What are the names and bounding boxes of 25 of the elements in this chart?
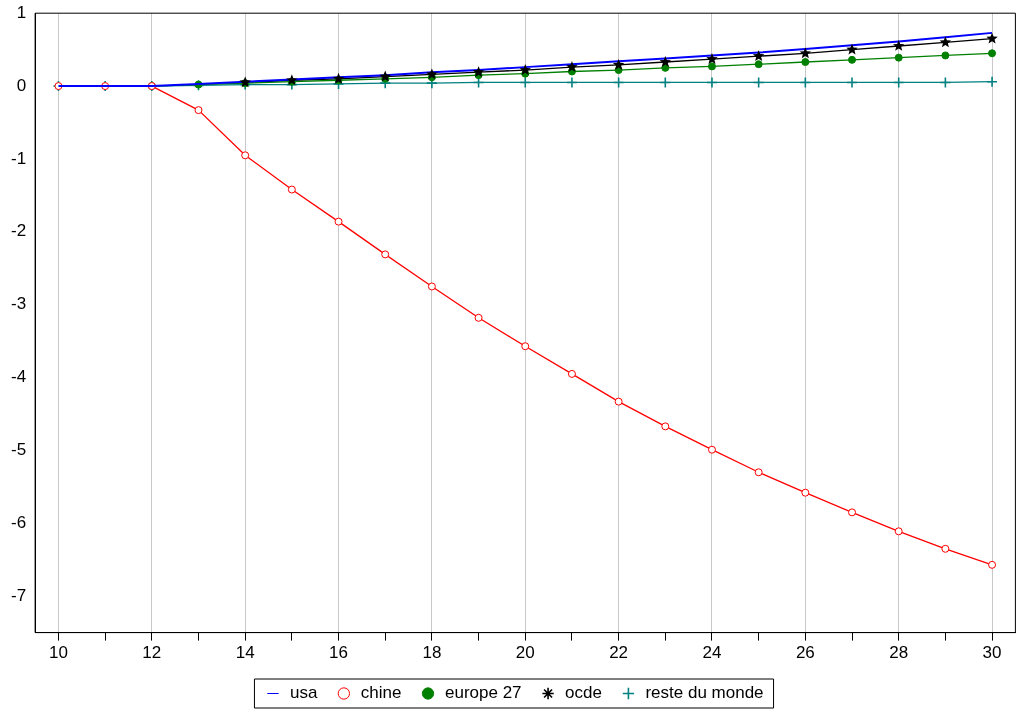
y-tick-label: -5 [10, 440, 27, 460]
y-tick-label: -1 [10, 148, 27, 168]
x-tick-label: 22 [609, 643, 629, 663]
y-tick-label: -2 [10, 221, 27, 241]
x-tick-label: 28 [889, 643, 909, 663]
x-tick-label: 26 [795, 643, 815, 663]
y-tick-label: -3 [10, 294, 27, 314]
legend-label: usa [289, 683, 318, 703]
y-tick-label: 1 [16, 2, 27, 22]
y-tick-label: -6 [10, 512, 27, 532]
x-tick-label: 16 [329, 643, 348, 663]
legend-label: europe 27 [445, 683, 522, 703]
y-tick-label: 0 [16, 75, 27, 95]
x-tick-label: 14 [235, 643, 255, 663]
x-tick-label: 24 [702, 643, 722, 663]
legend-label: reste du monde [645, 683, 764, 703]
legend-label: chine [360, 683, 402, 703]
x-tick-label: 20 [515, 643, 535, 663]
y-tick-label: -7 [10, 585, 27, 605]
x-tick-label: 18 [422, 643, 442, 663]
y-tick-label: -4 [10, 367, 27, 387]
x-tick-label: 12 [142, 643, 162, 663]
x-tick-label: 10 [48, 643, 68, 663]
legend-label: ocde [565, 683, 602, 703]
x-tick-label: 30 [982, 643, 1002, 663]
